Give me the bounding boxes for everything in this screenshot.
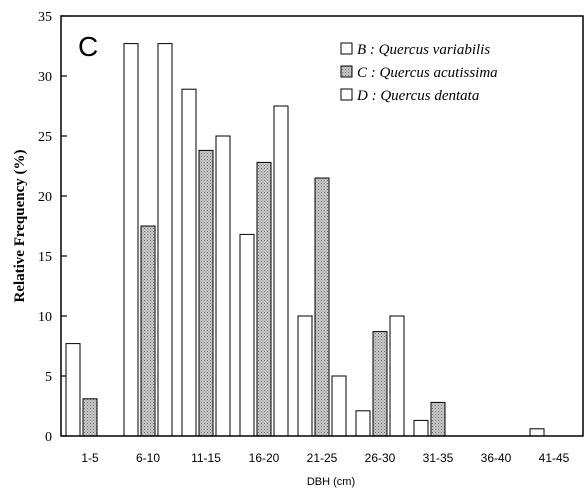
legend-label-d: D : Quercus dentata — [356, 88, 479, 104]
y-tick-label: 10 — [38, 310, 52, 325]
bar-b-11-15 — [181, 88, 197, 437]
bar-c-21-25 — [314, 177, 330, 437]
x-tick-label: 21-25 — [307, 451, 338, 465]
y-tick-label: 35 — [38, 10, 52, 25]
y-tick-label: 5 — [45, 370, 52, 385]
bar-d-21-25 — [331, 375, 347, 437]
bar-b-16-20 — [239, 233, 255, 437]
y-axis: 0 5 10 15 20 25 30 35 — [38, 10, 67, 445]
x-tick-label: 26-30 — [365, 451, 396, 465]
bar-b-1-5 — [65, 343, 81, 437]
x-tick-label: 11-15 — [191, 451, 221, 465]
plot-frame — [60, 15, 584, 437]
y-tick-label: 20 — [38, 190, 52, 205]
panel-label: C — [78, 31, 98, 62]
x-axis-title: DBH (cm) — [307, 476, 355, 488]
x-axis: 1-5 6-10 11-15 16-20 21-25 26-30 31-35 36-40 41-… — [81, 451, 569, 465]
legend-swatch-c — [340, 65, 353, 78]
x-tick-label: 41-45 — [539, 451, 570, 465]
bar-b-6-10 — [123, 43, 139, 437]
bar-c-26-30 — [372, 331, 388, 437]
y-tick-label: 25 — [38, 130, 52, 145]
legend: B : Quercus variabilis C : Quercus acuti… — [340, 42, 498, 104]
x-tick-label: 1-5 — [81, 451, 99, 465]
y-tick-label: 15 — [38, 250, 52, 265]
x-tick-label: 31-35 — [423, 451, 454, 465]
x-tick-label: 36-40 — [481, 451, 512, 465]
legend-label-b: B : Quercus variabilis — [357, 42, 490, 58]
legend-swatch-d — [340, 88, 353, 101]
bar-c-11-15 — [198, 149, 214, 437]
bar-d-11-15 — [215, 135, 231, 437]
bar-b-41-45 — [529, 428, 545, 437]
y-tick-label: 0 — [45, 430, 52, 445]
y-axis-title: Relative Frequency (%) — [12, 149, 28, 302]
bar-d-26-30 — [389, 315, 405, 437]
y-tick-label: 30 — [38, 70, 52, 85]
bar-c-1-5 — [82, 398, 98, 437]
x-tick-label: 16-20 — [249, 451, 280, 465]
bar-c-6-10 — [140, 225, 156, 437]
bar-b-31-35 — [413, 419, 429, 437]
bar-b-21-25 — [297, 315, 313, 437]
bar-d-6-10 — [157, 43, 173, 437]
x-tick-label: 6-10 — [136, 451, 160, 465]
bar-d-16-20 — [273, 105, 289, 437]
legend-label-c: C : Quercus acutissima — [357, 65, 498, 81]
bar-c-31-35 — [430, 401, 446, 437]
bar-c-16-20 — [256, 161, 272, 437]
legend-swatch-b — [340, 42, 353, 55]
bar-b-26-30 — [355, 410, 371, 437]
